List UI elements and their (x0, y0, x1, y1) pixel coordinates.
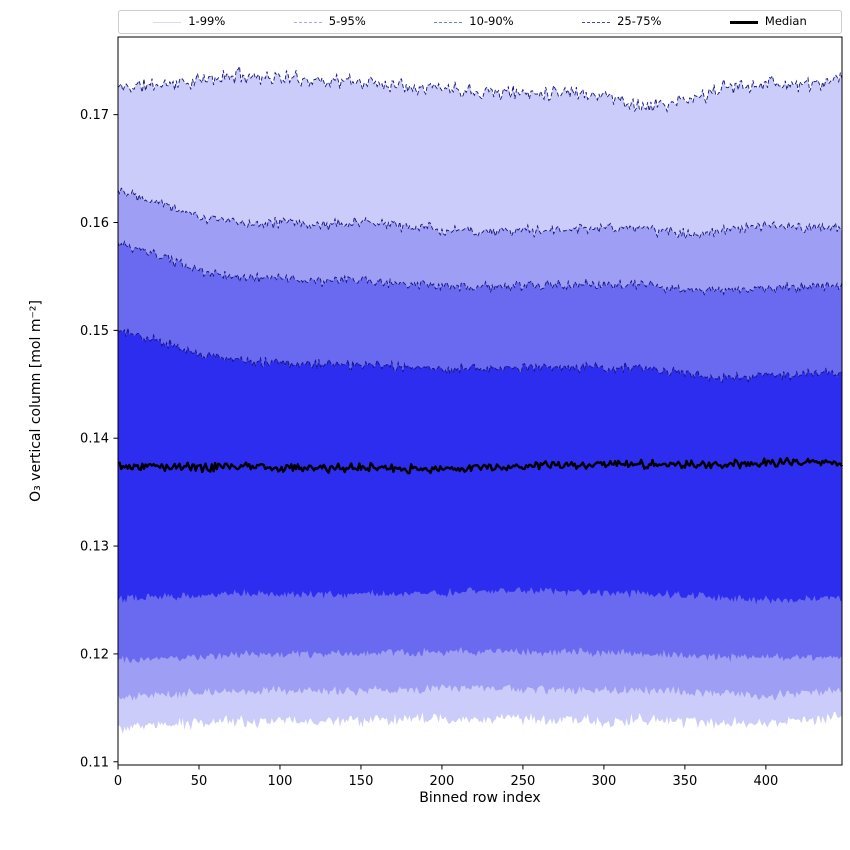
band-edge-lines (117, 64, 843, 384)
legend-entry-25-75: 25-75% (582, 16, 661, 28)
legend-label: 1-99% (188, 14, 226, 29)
y-tick-label: 0.11 (80, 755, 109, 770)
x-tick-label: 350 (672, 774, 697, 789)
median-line (117, 456, 844, 475)
legend-label: Median (764, 14, 807, 29)
y-tick-label: 0.13 (80, 540, 109, 555)
x-tick-label: 200 (430, 774, 455, 789)
x-axis-label: Binned row index (419, 790, 540, 806)
x-tick-label: 50 (191, 774, 208, 789)
x-tick-label: 250 (511, 774, 536, 789)
legend-label: 25-75% (617, 14, 662, 29)
x-tick-label: 150 (349, 774, 374, 789)
legend: 1-99% 5-95% 10-90% 25-75% Median (118, 10, 842, 34)
band-25-75% (118, 328, 842, 605)
x-tick-label: 100 (268, 774, 293, 789)
plot-border (117, 36, 843, 766)
y-tick-label: 0.17 (80, 108, 109, 123)
x-tick-label: 300 (591, 774, 616, 789)
edge-line-p95 (117, 187, 843, 240)
y-tick-label: 0.16 (80, 216, 109, 231)
x-tick-label: 400 (753, 774, 778, 789)
legend-line-sample-1-99 (153, 21, 182, 23)
y-tick-label: 0.12 (80, 647, 109, 662)
legend-entry-5-95: 5-95% (293, 14, 366, 29)
median-path (117, 456, 844, 475)
legend-entry-median: Median (729, 14, 807, 29)
edge-line-p90 (117, 240, 843, 296)
legend-line-sample-5-95 (293, 21, 322, 23)
legend-label: 5-95% (328, 14, 366, 29)
edge-line-p99 (117, 64, 843, 114)
axes: 0 50 100 150 200 250 300 350 400 0.11 0.12 0.13 0.14… (80, 36, 843, 789)
percentile-bands (118, 66, 842, 734)
legend-line-sample-10-90 (434, 21, 463, 23)
y-tick-label: 0.14 (80, 432, 109, 447)
legend-line-sample-25-75 (582, 21, 611, 23)
legend-entry-1-99: 1-99% (153, 16, 225, 28)
edge-line-p75 (117, 327, 843, 384)
legend-label: 10-90% (469, 14, 514, 29)
x-tick-label: 0 (114, 774, 122, 789)
legend-line-sample-median (729, 20, 758, 24)
y-tick-label: 0.15 (80, 324, 109, 339)
legend-entry-10-90: 10-90% (434, 14, 514, 29)
y-axis-label: O₃ vertical column [mol m⁻²] (28, 300, 44, 502)
